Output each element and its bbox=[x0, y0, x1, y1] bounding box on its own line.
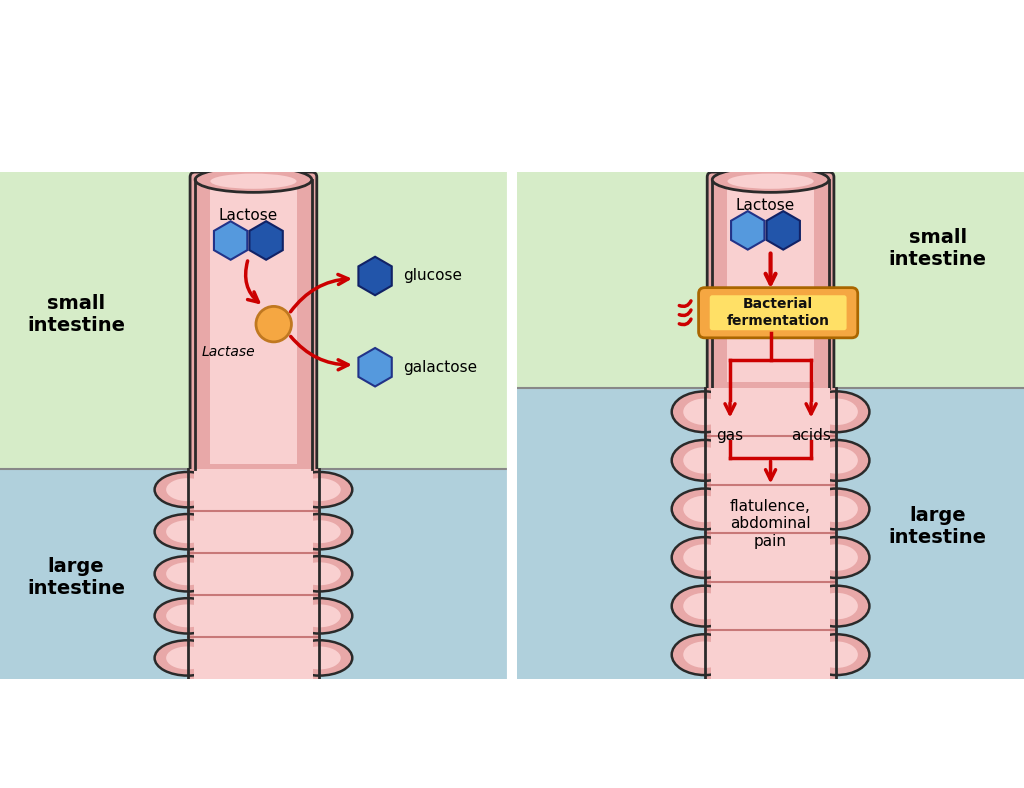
Text: glucose: glucose bbox=[403, 269, 462, 284]
Text: Lactose Tolerant: Lactose Tolerant bbox=[46, 21, 254, 42]
Ellipse shape bbox=[672, 585, 737, 626]
Text: (no: (no bbox=[770, 21, 821, 42]
Text: flatulence,
abdominal
pain: flatulence, abdominal pain bbox=[730, 499, 811, 548]
Polygon shape bbox=[731, 211, 765, 250]
Ellipse shape bbox=[683, 545, 726, 571]
Ellipse shape bbox=[287, 472, 352, 507]
Bar bbox=[705, 388, 837, 679]
Text: lactase: lactase bbox=[365, 21, 444, 42]
Polygon shape bbox=[250, 221, 283, 260]
Polygon shape bbox=[358, 348, 392, 386]
Bar bbox=[194, 469, 313, 679]
Ellipse shape bbox=[815, 641, 858, 668]
Text: gas: gas bbox=[717, 428, 743, 443]
Text: large
intestine: large intestine bbox=[27, 557, 125, 598]
Ellipse shape bbox=[713, 167, 828, 192]
FancyBboxPatch shape bbox=[708, 172, 834, 392]
Text: acids: acids bbox=[792, 428, 831, 443]
Text: Bacterial
fermentation: Bacterial fermentation bbox=[727, 297, 829, 328]
Bar bbox=[187, 469, 319, 679]
Text: Lactose Intolerant: Lactose Intolerant bbox=[541, 21, 770, 42]
Text: small
intestine: small intestine bbox=[889, 228, 987, 269]
Ellipse shape bbox=[804, 537, 869, 578]
Ellipse shape bbox=[683, 447, 726, 474]
Ellipse shape bbox=[298, 646, 341, 670]
Ellipse shape bbox=[683, 593, 726, 619]
Ellipse shape bbox=[815, 447, 858, 474]
Polygon shape bbox=[358, 257, 392, 296]
Bar bbox=[517, 172, 1024, 388]
Text: Lactose: Lactose bbox=[219, 208, 278, 223]
Text: lactase: lactase bbox=[887, 21, 967, 42]
Ellipse shape bbox=[287, 556, 352, 592]
FancyBboxPatch shape bbox=[190, 172, 316, 474]
Ellipse shape bbox=[815, 399, 858, 425]
Ellipse shape bbox=[815, 545, 858, 571]
Text: Lactose: Lactose bbox=[736, 198, 795, 213]
Text: Lactase: Lactase bbox=[202, 345, 255, 359]
Bar bbox=[0, 172, 507, 469]
Bar bbox=[517, 388, 1024, 679]
Ellipse shape bbox=[683, 641, 726, 668]
Ellipse shape bbox=[166, 520, 209, 543]
Polygon shape bbox=[767, 211, 800, 250]
Ellipse shape bbox=[804, 489, 869, 530]
FancyArrowPatch shape bbox=[679, 301, 691, 307]
FancyArrowPatch shape bbox=[679, 310, 691, 315]
Ellipse shape bbox=[815, 496, 858, 522]
Ellipse shape bbox=[672, 489, 737, 530]
Ellipse shape bbox=[804, 440, 869, 481]
Ellipse shape bbox=[804, 585, 869, 626]
Ellipse shape bbox=[298, 563, 341, 585]
Circle shape bbox=[256, 307, 292, 342]
Ellipse shape bbox=[155, 641, 220, 675]
Ellipse shape bbox=[166, 563, 209, 585]
Ellipse shape bbox=[155, 514, 220, 549]
Ellipse shape bbox=[683, 496, 726, 522]
Bar bbox=[711, 388, 830, 679]
Bar bbox=[210, 177, 297, 463]
Ellipse shape bbox=[683, 399, 726, 425]
Ellipse shape bbox=[287, 598, 352, 634]
Text: small
intestine: small intestine bbox=[27, 293, 125, 335]
Text: (has: (has bbox=[254, 21, 315, 42]
Ellipse shape bbox=[196, 167, 311, 192]
Ellipse shape bbox=[298, 520, 341, 543]
FancyArrowPatch shape bbox=[679, 319, 691, 325]
Ellipse shape bbox=[155, 472, 220, 507]
Ellipse shape bbox=[210, 173, 297, 189]
Ellipse shape bbox=[815, 593, 858, 619]
Text: ): ) bbox=[454, 21, 462, 42]
Text: galactose: galactose bbox=[403, 360, 477, 375]
Ellipse shape bbox=[298, 604, 341, 627]
Text: large
intestine: large intestine bbox=[889, 507, 987, 548]
Ellipse shape bbox=[804, 634, 869, 675]
Polygon shape bbox=[214, 221, 248, 260]
Ellipse shape bbox=[804, 392, 869, 432]
Ellipse shape bbox=[166, 646, 209, 670]
Bar bbox=[727, 177, 814, 382]
Ellipse shape bbox=[155, 556, 220, 592]
Ellipse shape bbox=[672, 537, 737, 578]
Ellipse shape bbox=[166, 478, 209, 501]
Bar bbox=[0, 469, 507, 679]
FancyBboxPatch shape bbox=[698, 288, 858, 338]
Ellipse shape bbox=[672, 440, 737, 481]
Ellipse shape bbox=[287, 514, 352, 549]
Ellipse shape bbox=[298, 478, 341, 501]
Ellipse shape bbox=[727, 173, 814, 189]
Ellipse shape bbox=[672, 392, 737, 432]
Ellipse shape bbox=[672, 634, 737, 675]
Text: ): ) bbox=[978, 21, 987, 42]
Ellipse shape bbox=[155, 598, 220, 634]
FancyBboxPatch shape bbox=[710, 296, 847, 330]
Ellipse shape bbox=[166, 604, 209, 627]
Ellipse shape bbox=[287, 641, 352, 675]
